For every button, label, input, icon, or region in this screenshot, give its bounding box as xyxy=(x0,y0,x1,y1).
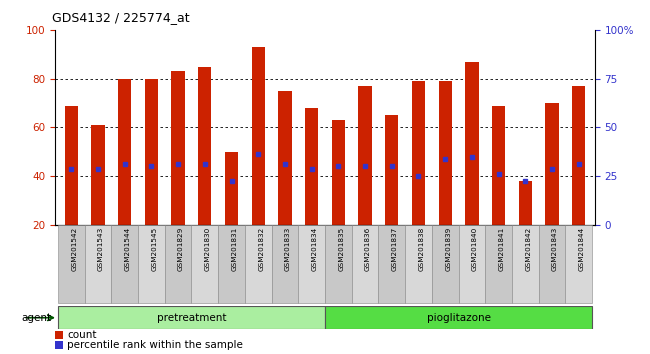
Bar xyxy=(278,91,292,225)
Text: GSM201545: GSM201545 xyxy=(151,227,157,272)
Bar xyxy=(545,103,559,225)
Text: agent: agent xyxy=(22,313,52,323)
Text: GSM201543: GSM201543 xyxy=(98,227,104,272)
Bar xyxy=(58,306,325,329)
Text: count: count xyxy=(68,330,97,340)
Bar xyxy=(192,225,218,303)
Bar xyxy=(378,225,405,303)
Bar xyxy=(566,225,592,303)
Bar xyxy=(252,47,265,225)
Text: GSM201829: GSM201829 xyxy=(178,227,184,272)
Bar xyxy=(572,86,586,225)
Bar xyxy=(91,125,105,225)
Bar xyxy=(138,225,164,303)
Text: GSM201542: GSM201542 xyxy=(72,227,77,272)
Bar xyxy=(225,152,238,225)
Bar xyxy=(145,79,158,225)
Text: GSM201834: GSM201834 xyxy=(311,227,318,272)
Text: GSM201831: GSM201831 xyxy=(231,227,237,272)
Bar xyxy=(486,225,512,303)
Bar xyxy=(325,225,352,303)
Bar xyxy=(111,225,138,303)
Bar xyxy=(172,72,185,225)
Bar xyxy=(405,225,432,303)
Bar xyxy=(458,225,486,303)
Text: GSM201841: GSM201841 xyxy=(499,227,504,272)
Bar xyxy=(325,306,592,329)
Bar xyxy=(55,331,63,339)
Text: GSM201844: GSM201844 xyxy=(578,227,585,272)
Bar xyxy=(385,115,398,225)
Bar xyxy=(305,108,318,225)
Bar xyxy=(245,225,272,303)
Text: GSM201835: GSM201835 xyxy=(339,227,345,272)
Text: GSM201837: GSM201837 xyxy=(392,227,398,272)
Bar xyxy=(432,225,458,303)
Bar xyxy=(58,225,84,303)
Text: GDS4132 / 225774_at: GDS4132 / 225774_at xyxy=(52,11,190,24)
Text: GSM201833: GSM201833 xyxy=(285,227,291,272)
Text: GSM201843: GSM201843 xyxy=(552,227,558,272)
Text: percentile rank within the sample: percentile rank within the sample xyxy=(68,340,243,350)
Bar xyxy=(539,225,566,303)
Bar xyxy=(118,79,131,225)
Bar xyxy=(164,225,192,303)
Bar xyxy=(358,86,372,225)
Text: GSM201832: GSM201832 xyxy=(258,227,265,272)
Bar xyxy=(298,225,325,303)
Bar xyxy=(352,225,378,303)
Bar xyxy=(412,81,425,225)
Text: GSM201842: GSM201842 xyxy=(525,227,531,272)
Bar xyxy=(218,225,245,303)
Bar xyxy=(439,81,452,225)
Bar xyxy=(84,225,111,303)
Bar xyxy=(272,225,298,303)
Text: GSM201838: GSM201838 xyxy=(419,227,424,272)
Bar xyxy=(519,181,532,225)
Bar xyxy=(512,225,539,303)
Bar xyxy=(55,341,63,349)
Text: GSM201839: GSM201839 xyxy=(445,227,451,272)
Text: GSM201840: GSM201840 xyxy=(472,227,478,272)
Text: GSM201830: GSM201830 xyxy=(205,227,211,272)
Text: GSM201836: GSM201836 xyxy=(365,227,371,272)
Bar xyxy=(198,67,211,225)
Bar xyxy=(64,105,78,225)
Bar xyxy=(465,62,478,225)
Text: GSM201544: GSM201544 xyxy=(125,227,131,272)
Bar xyxy=(492,105,505,225)
Text: pretreatment: pretreatment xyxy=(157,313,226,323)
Bar xyxy=(332,120,345,225)
Text: pioglitazone: pioglitazone xyxy=(426,313,491,323)
